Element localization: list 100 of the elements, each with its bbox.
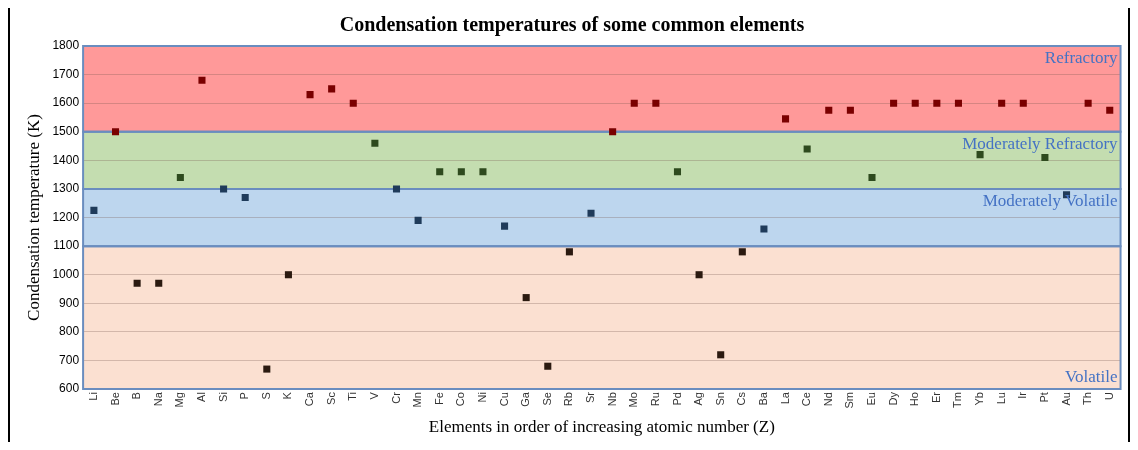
point (198, 76, 206, 84)
point (284, 271, 292, 279)
point (695, 271, 703, 279)
point (998, 99, 1006, 107)
x-tick-label: Ti (346, 392, 359, 401)
point (587, 209, 595, 217)
x-tick-label: Mg (173, 392, 186, 408)
x-tick-label: Sm (843, 392, 856, 409)
x-tick-label: Ga (519, 391, 532, 407)
point (565, 248, 573, 256)
point (371, 139, 379, 147)
x-tick-label: Yb (973, 392, 986, 406)
x-tick-label: Sn (713, 392, 726, 406)
point (306, 91, 314, 99)
x-tick-label: Ir (1016, 391, 1029, 399)
y-tick-label: 1400 (52, 152, 80, 167)
x-tick-label: Sc (324, 391, 337, 405)
x-tick-label: Ag (692, 392, 705, 406)
x-tick-label: Ho (908, 392, 921, 407)
x-tick-label: P (238, 392, 251, 400)
x-tick-label: U (1102, 392, 1115, 401)
x-tick-label: Cr (389, 391, 402, 404)
x-tick-label: Lu (994, 392, 1007, 405)
x-tick-label: Cs (735, 391, 748, 406)
x-tick-label: S (259, 392, 272, 400)
x-tick-label: Co (454, 392, 467, 407)
band-label: Moderately Refractory (962, 133, 1119, 153)
y-tick-label: 900 (59, 295, 80, 310)
x-tick-label: Mo (627, 392, 640, 408)
y-tick-label: 1500 (52, 124, 80, 139)
point (717, 351, 725, 359)
y-axis-title: Condensation temperature (K) (23, 114, 43, 321)
x-tick-label: Er (929, 391, 942, 404)
point (220, 185, 228, 193)
x-tick-label: Tm (951, 392, 964, 408)
x-tick-label: Ce (800, 392, 813, 407)
y-tick-label: 1200 (52, 209, 80, 224)
point (911, 99, 919, 107)
point (673, 168, 682, 176)
x-tick-label: V (367, 391, 380, 400)
band-label: Volatile (1064, 367, 1118, 387)
point (176, 173, 184, 182)
x-tick-label: Th (1081, 392, 1094, 405)
point (803, 145, 811, 153)
point (954, 99, 962, 107)
point (652, 99, 660, 107)
x-tick-label: Ni (475, 392, 488, 403)
x-tick-label: Ba (756, 391, 769, 406)
x-tick-label: Mn (411, 392, 424, 408)
y-tick-label: 1300 (52, 181, 80, 196)
x-tick-label: Au (1059, 392, 1072, 406)
point (436, 168, 444, 176)
point (522, 294, 530, 302)
x-tick-label: Na (151, 391, 164, 407)
point (630, 99, 638, 107)
x-tick-label: Fe (432, 392, 445, 405)
band-label: Moderately Volatile (982, 190, 1118, 210)
x-tick-label: K (281, 391, 294, 400)
x-tick-label: Eu (865, 392, 878, 406)
point (1106, 106, 1114, 114)
point (609, 128, 617, 136)
x-tick-label: Nb (605, 392, 618, 407)
x-tick-label: Ca (303, 391, 316, 407)
point (825, 106, 833, 114)
x-tick-label: Sr (584, 391, 597, 404)
x-axis-title: Elements in order of increasing atomic number (Z) (428, 417, 775, 437)
y-tick-label: 700 (59, 352, 80, 367)
point (846, 106, 854, 114)
point (133, 279, 141, 287)
point (263, 365, 271, 373)
point (328, 85, 336, 93)
point (933, 99, 941, 107)
point (738, 248, 746, 256)
y-tick-label: 1800 (52, 38, 80, 53)
y-tick-label: 1600 (52, 95, 80, 110)
x-tick-label: Nd (821, 392, 834, 407)
point (90, 206, 98, 214)
point (111, 128, 120, 136)
point (1019, 99, 1027, 107)
point (1041, 153, 1049, 162)
point (155, 279, 163, 287)
y-tick-label: 1700 (52, 66, 80, 81)
y-tick-label: 1100 (53, 238, 80, 253)
y-tick-label: 800 (59, 324, 80, 339)
point (392, 185, 401, 193)
point (479, 168, 487, 176)
x-tick-label: La (778, 391, 791, 405)
x-tick-label: Dy (886, 391, 899, 406)
point (868, 173, 876, 182)
x-tick-label: Si (216, 392, 229, 402)
point (760, 225, 768, 233)
point (782, 115, 790, 123)
chart-title: Condensation temperatures of some common elements (339, 13, 805, 37)
point (544, 362, 552, 370)
point (1084, 99, 1092, 107)
x-tick-label: Be (108, 392, 121, 406)
point (501, 222, 509, 230)
x-tick-label: Se (540, 392, 553, 406)
y-tick-label: 1000 (52, 267, 80, 282)
y-tick-label: 600 (59, 381, 80, 396)
